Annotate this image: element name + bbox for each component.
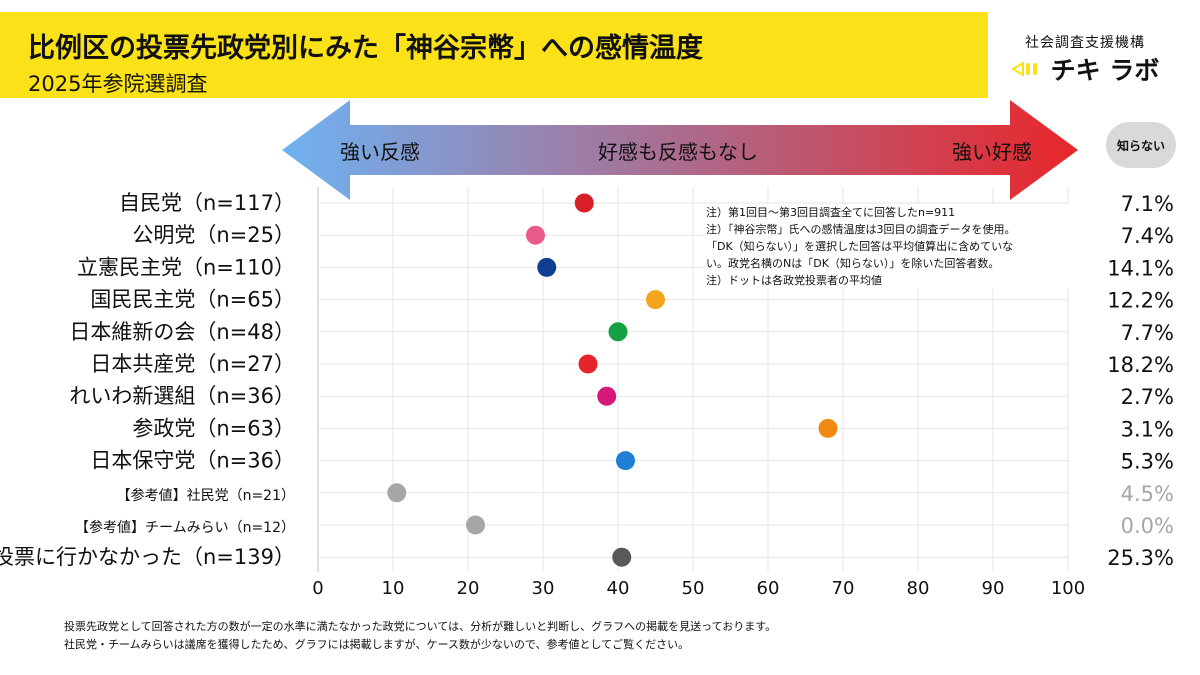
org-name: 社会調査支援機構 xyxy=(1025,35,1145,51)
row-label: 【参考値】チームみらい（n=12） xyxy=(75,519,295,536)
title-banner: 比例区の投票先政党別にみた「神谷宗幣」への感情温度 2025年参院選調査 xyxy=(0,12,988,98)
x-tick-label: 10 xyxy=(382,578,405,599)
dk-value: 18.2% xyxy=(1107,353,1174,377)
dk-value: 7.1% xyxy=(1121,192,1174,216)
x-tick-label: 20 xyxy=(457,578,480,599)
data-point xyxy=(526,225,545,245)
dk-value: 3.1% xyxy=(1121,417,1174,441)
dk-column-header: 知らない xyxy=(1106,122,1176,168)
dk-value: 4.5% xyxy=(1121,482,1174,506)
dk-value: 25.3% xyxy=(1107,546,1174,570)
x-tick-label: 90 xyxy=(982,578,1005,599)
x-tick-label: 50 xyxy=(682,578,705,599)
dk-value: 5.3% xyxy=(1121,450,1174,474)
row-label: 投票に行かなかった（n=139） xyxy=(0,545,295,569)
x-tick-label: 40 xyxy=(607,578,630,599)
data-point xyxy=(578,354,598,374)
row-label: 自民党（n=117） xyxy=(119,191,295,215)
data-point xyxy=(608,322,628,342)
data-point xyxy=(612,547,632,567)
note-line: 注）第1回目～第3回目調査全てに回答したn=911 xyxy=(706,206,956,219)
row-label: 立憲民主党（n=110） xyxy=(77,255,295,279)
x-tick-label: 100 xyxy=(1051,578,1085,599)
data-point xyxy=(616,451,635,471)
row-label: 公明党（n=25） xyxy=(132,223,295,247)
page-title: 比例区の投票先政党別にみた「神谷宗幣」への感情温度 xyxy=(28,33,703,64)
note-line: 注）「神谷宗幣」氏への感情温度は3回目の調査データを使用。 xyxy=(706,223,1016,236)
dk-value: 12.2% xyxy=(1107,289,1174,313)
data-point xyxy=(818,418,838,438)
x-tick-label: 0 xyxy=(312,578,323,599)
scale-left-label: 強い反感 xyxy=(340,140,420,164)
row-label: 【参考値】社民党（n=21） xyxy=(117,487,295,504)
x-tick-label: 80 xyxy=(907,578,930,599)
brand-logo: チキ ラボ xyxy=(1005,52,1165,86)
note-line: 「DK（知らない）」を選択した回答は平均値算出に含めていな xyxy=(706,240,1014,253)
footnote: 投票先政党として回答された方の数が一定の水準に満たなかった政党については、分析が… xyxy=(64,620,777,633)
notes-box: 注）第1回目～第3回目調査全てに回答したn=911 注）「神谷宗幣」氏への感情温… xyxy=(706,204,1098,289)
dk-value: 14.1% xyxy=(1107,256,1174,280)
dk-value: 0.0% xyxy=(1121,514,1174,538)
dk-value: 7.4% xyxy=(1121,224,1174,248)
data-point xyxy=(646,290,665,310)
brand-name: チキ ラボ xyxy=(1050,56,1160,85)
row-label: 日本共産党（n=27） xyxy=(90,352,295,376)
row-label: 国民民主党（n=65） xyxy=(90,288,295,312)
row-label: 参政党（n=63） xyxy=(132,416,295,440)
scale-arrow-shape xyxy=(282,100,1078,200)
data-point xyxy=(597,386,617,406)
scale-right-label: 強い好感 xyxy=(952,140,1032,164)
note-line: 注）ドットは各政党投票者の平均値 xyxy=(706,274,882,287)
data-point xyxy=(537,257,557,277)
page-subtitle: 2025年参院選調査 xyxy=(28,72,208,96)
dk-value: 2.7% xyxy=(1121,385,1174,409)
data-point xyxy=(574,193,594,213)
row-label: れいわ新選組（n=36） xyxy=(69,384,295,408)
x-tick-label: 60 xyxy=(757,578,780,599)
x-tick-label: 70 xyxy=(832,578,855,599)
brand-mark-icon xyxy=(1010,61,1037,77)
scale-middle-label: 好感も反感もなし xyxy=(598,140,758,164)
row-label: 日本保守党（n=36） xyxy=(90,449,295,473)
note-line: い。政党名横のNは「DK（知らない）」を除いた回答者数。 xyxy=(706,257,1000,270)
x-tick-label: 30 xyxy=(532,578,555,599)
data-point xyxy=(387,483,407,503)
dk-value: 7.7% xyxy=(1121,321,1174,345)
row-label: 日本維新の会（n=48） xyxy=(69,320,295,344)
data-point xyxy=(466,515,485,535)
footnote: 社民党・チームみらいは議席を獲得したため、グラフには掲載しますが、ケース数が少な… xyxy=(64,638,690,651)
scale-arrow xyxy=(282,100,1078,200)
